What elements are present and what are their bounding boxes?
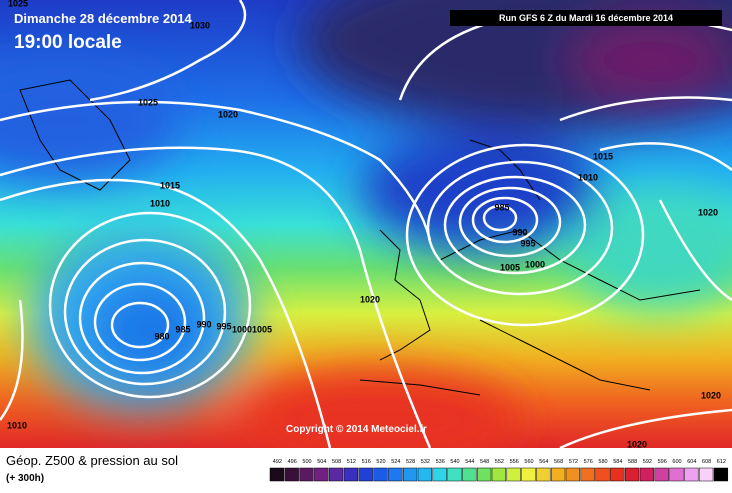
scale-swatch	[358, 467, 373, 482]
scale-label: 608	[702, 459, 711, 465]
scale-label: 552	[495, 459, 504, 465]
isobar-label: 1010	[150, 198, 170, 208]
scale-label: 520	[376, 459, 385, 465]
date: Dimanche 28 décembre 2014	[14, 11, 193, 26]
isobar-label: 1030	[190, 20, 210, 30]
scale-swatch	[684, 467, 699, 482]
isobar-label: 980	[154, 331, 169, 341]
scale-label: 596	[658, 459, 667, 465]
isobar-label: 995	[520, 238, 535, 248]
isobar-label: 1020	[360, 294, 380, 304]
scale-label: 532	[421, 459, 430, 465]
scale-label: 536	[436, 459, 445, 465]
coastlines	[19, 79, 701, 396]
scale-swatch	[521, 467, 536, 482]
scale-swatch	[595, 467, 610, 482]
scale-swatch	[506, 467, 521, 482]
scale-label: 572	[569, 459, 578, 465]
scale-label: 528	[406, 459, 415, 465]
scale-swatch	[639, 467, 655, 482]
footer-title: Géop. Z500 & pression au sol	[6, 453, 178, 468]
scale-swatch	[284, 467, 299, 482]
scale-label: 580	[598, 459, 607, 465]
scale-swatch	[698, 467, 714, 482]
scale-label: 504	[317, 459, 326, 465]
scale-swatch	[624, 467, 640, 482]
scale-swatch	[550, 467, 566, 482]
run-info: Run GFS 6 Z du Mardi 16 décembre 2014	[499, 13, 673, 23]
scale-label: 500	[302, 459, 311, 465]
scale-swatch	[299, 467, 314, 482]
scale-swatch	[328, 467, 344, 482]
scale-label: 544	[465, 459, 474, 465]
isobar-label: 1015	[160, 180, 180, 190]
isobars	[0, 0, 732, 448]
scale-label: 600	[672, 459, 681, 465]
scale-swatch	[432, 467, 447, 482]
scale-label: 516	[362, 459, 371, 465]
isobar-label: 990	[196, 319, 211, 329]
isobar-label: 1025	[8, 0, 28, 8]
isobar-label: 1000	[232, 324, 252, 334]
run-box	[450, 10, 722, 26]
isobar-label: 985	[494, 202, 509, 212]
isobar-label: 995	[216, 321, 231, 331]
scale-label: 508	[332, 459, 341, 465]
isobar-label: 1025	[138, 97, 158, 107]
scale-label: 548	[480, 459, 489, 465]
scale-label: 556	[510, 459, 519, 465]
scale-swatch	[669, 467, 684, 482]
isobar-label: 990	[512, 227, 527, 237]
footer-lead: (+ 300h)	[6, 473, 44, 484]
scale-swatch	[373, 467, 388, 482]
scale-swatch	[565, 467, 581, 482]
scale-swatch	[417, 467, 433, 482]
scale-label: 576	[584, 459, 593, 465]
isobar-label: 1020	[701, 390, 721, 400]
scale-label: 584	[613, 459, 622, 465]
local-time: 19:00 locale	[14, 32, 122, 53]
scale-label: 560	[524, 459, 533, 465]
scale-swatch	[713, 467, 729, 482]
scale-swatch	[388, 467, 403, 482]
scale-label: 524	[391, 459, 400, 465]
scale-swatch	[269, 467, 285, 482]
isobar-label: 1020	[627, 439, 647, 449]
isobar-label: 1005	[252, 324, 272, 334]
scale-swatch	[462, 467, 477, 482]
scale-label: 540	[450, 459, 459, 465]
scale-label: 492	[273, 459, 282, 465]
scale-swatch	[536, 467, 551, 482]
isobar-label: 1000	[525, 259, 545, 269]
isobar-label: 1020	[218, 109, 238, 119]
scale-label: 604	[687, 459, 696, 465]
scale-label: 612	[717, 459, 726, 465]
isobar-label: 985	[175, 324, 190, 334]
scale-label: 564	[539, 459, 548, 465]
scale-label: 592	[643, 459, 652, 465]
isobar-label: 1015	[593, 151, 613, 161]
scale-swatch	[580, 467, 595, 482]
map-background	[0, 0, 732, 448]
isobar-label: 1010	[7, 420, 27, 430]
scale-swatch	[610, 467, 625, 482]
scale-label: 496	[288, 459, 297, 465]
scale-label: 588	[628, 459, 637, 465]
isobar-label: 1005	[500, 262, 520, 272]
scale-swatch	[447, 467, 462, 482]
copyright: Copyright © 2014 Meteociel.fr	[286, 424, 427, 435]
scale-label: 512	[347, 459, 356, 465]
scale-swatch	[491, 467, 507, 482]
scale-swatch	[402, 467, 418, 482]
isobar-label: 1020	[698, 207, 718, 217]
scale-swatch	[654, 467, 669, 482]
isobar-label: 1010	[578, 172, 598, 182]
scale-label: 568	[554, 459, 563, 465]
scale-swatch	[343, 467, 359, 482]
scale-swatch	[314, 467, 329, 482]
scale-swatch	[476, 467, 492, 482]
